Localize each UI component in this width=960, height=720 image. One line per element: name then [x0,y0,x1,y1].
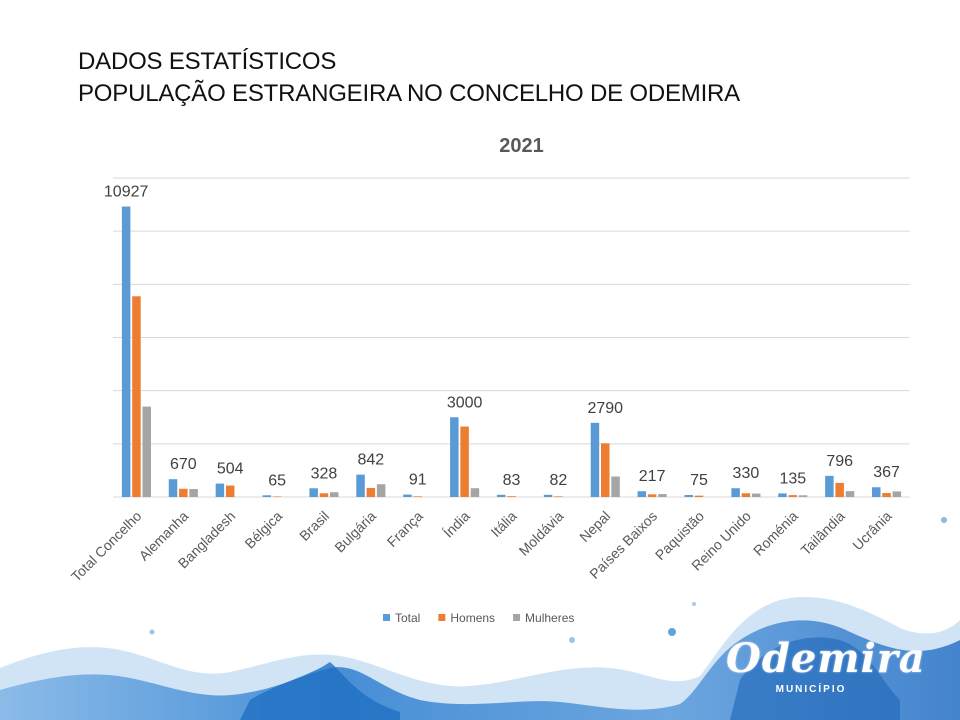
bar-total-franca [403,494,412,497]
bar-total-moldavia [543,494,553,497]
bar-total-paises-baixos [637,491,647,497]
bar-mulheres-total-concelho [142,406,151,497]
bar-homens-brasil [319,493,329,497]
tick-label-franca: França [384,508,426,550]
data-label-franca: 91 [409,472,427,489]
bar-homens-nepal [601,443,610,497]
tick-label-total-concelho: Total Concelho [68,508,145,585]
bar-total-tailandia [825,475,834,497]
tick-label-ucrania: Ucrânia [849,508,895,554]
bar-total-bulgaria [356,474,365,497]
bar-total-romenia [778,493,787,497]
data-label-alemanha: 670 [170,456,197,473]
bar-mulheres-romenia [798,495,808,497]
bar-homens-paises-baixos [647,494,657,497]
data-label-reino-unido: 330 [733,465,760,482]
bar-homens-italia [507,496,516,497]
data-label-india: 3000 [447,394,483,411]
bar-total-paquistao [684,495,693,497]
bar-homens-belgica [272,496,282,497]
data-label-paquistao: 75 [690,472,708,489]
tick-label-belgica: Bélgica [241,508,285,552]
bar-mulheres-alemanha [189,489,198,497]
bar-total-ucrania [872,487,881,497]
legend-swatch-mulheres [513,614,521,621]
data-label-ucrania: 367 [873,464,900,481]
bar-mulheres-tailandia [845,491,855,497]
data-label-total-concelho: 10927 [104,184,149,201]
bar-total-reino-unido [731,488,740,497]
bar-mulheres-nepal [611,476,620,497]
bar-homens-tailandia [835,482,844,497]
bar-homens-paquistao [694,495,704,497]
bar-homens-alemanha [179,488,188,497]
bar-total-brasil [309,488,318,497]
title-line-2: POPULAÇÃO ESTRANGEIRA NO CONCELHO DE ODE… [78,80,740,107]
bar-total-total-concelho [121,206,131,497]
bar-homens-moldavia [554,496,563,497]
legend-label-homens: Homens [450,611,495,625]
tick-label-romenia: Roménia [750,508,801,559]
legend-label-mulheres: Mulheres [525,611,574,625]
title-block: DADOS ESTATÍSTICOS POPULAÇÃO ESTRANGEIRA… [78,46,740,110]
bar-mulheres-ucrania [892,491,902,497]
bar-total-belgica [262,495,272,497]
tick-label-india: Índia [440,508,473,541]
bar-homens-reino-unido [741,493,751,497]
bar-homens-india [460,426,469,497]
bar-mulheres-reino-unido [751,493,761,497]
data-label-romenia: 135 [779,470,806,487]
bar-homens-ucrania [882,493,891,497]
tick-label-italia: Itália [487,508,519,540]
bar-total-nepal [590,422,600,497]
data-label-paises-baixos: 217 [639,468,666,485]
bar-total-india [450,417,459,497]
tick-label-nepal: Nepal [576,508,613,545]
bar-total-bangladesh [215,483,225,497]
bar-homens-bulgaria [366,487,376,497]
bar-mulheres-paises-baixos [658,494,667,497]
data-label-bangladesh: 504 [217,461,244,478]
bar-homens-romenia [788,495,798,497]
logo-subtitle: MUNICÍPIO [775,684,847,695]
data-label-nepal: 2790 [587,400,623,417]
data-label-italia: 83 [503,472,521,489]
bar-homens-bangladesh [225,485,235,497]
tick-label-brasil: Brasil [296,508,332,544]
bar-mulheres-india [470,488,480,497]
logo-wordmark: Odemira [726,635,926,682]
title-line-1: DADOS ESTATÍSTICOS [78,48,337,75]
odemira-logo: Odemira MUNICÍPIO [726,635,926,706]
legend-swatch-homens [438,614,446,621]
data-label-belgica: 65 [268,472,286,489]
bar-homens-franca [413,496,422,497]
data-label-tailandia: 796 [826,453,853,470]
chart-title: 2021 [499,135,544,157]
tick-label-moldavia: Moldávia [516,508,567,559]
bar-total-alemanha [168,479,178,497]
bar-mulheres-brasil [330,492,339,497]
data-label-moldavia: 82 [549,472,567,489]
legend-swatch-total [383,614,390,621]
data-label-bulgaria: 842 [358,452,385,469]
bar-mulheres-bulgaria [376,484,386,497]
tick-label-bulgaria: Bulgária [331,508,379,556]
bar-total-italia [496,494,506,497]
bar-homens-total-concelho [132,296,141,497]
tick-label-tailandia: Tailândia [797,508,848,559]
data-label-brasil: 328 [311,465,338,482]
legend-label-total: Total [395,611,420,625]
